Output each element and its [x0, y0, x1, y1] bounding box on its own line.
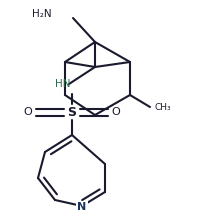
Text: HN: HN: [55, 79, 70, 89]
Text: O: O: [112, 107, 120, 117]
Text: N: N: [77, 202, 87, 212]
Text: S: S: [67, 106, 76, 118]
Text: H₂N: H₂N: [32, 9, 52, 19]
Text: O: O: [24, 107, 32, 117]
Text: CH₃: CH₃: [155, 103, 172, 112]
